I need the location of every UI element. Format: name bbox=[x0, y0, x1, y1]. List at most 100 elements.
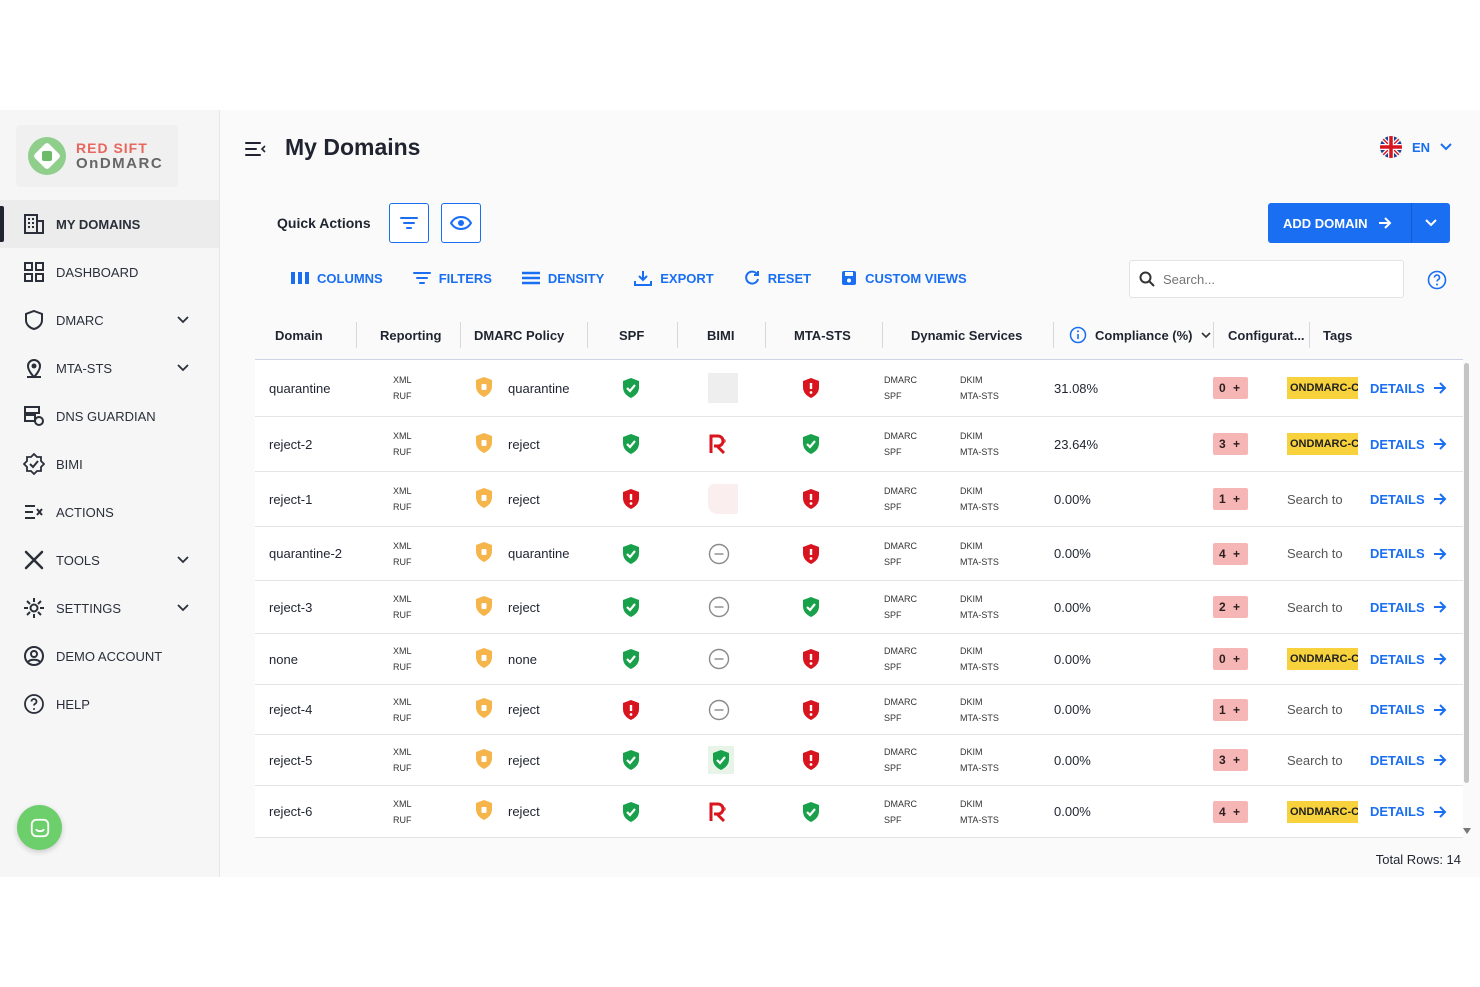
sidebar-item-help[interactable]: HELP bbox=[0, 680, 219, 728]
table-scrollbar[interactable] bbox=[1462, 363, 1471, 838]
configuration-badge[interactable]: 0 + bbox=[1213, 377, 1249, 399]
filters-button[interactable]: FILTERS bbox=[412, 271, 492, 286]
reporting-cell: XML RUF bbox=[393, 417, 412, 471]
tag-search-placeholder[interactable]: Search to bbox=[1287, 702, 1343, 717]
scroll-thumb[interactable] bbox=[1464, 363, 1469, 783]
table-row[interactable]: reject-4 XML RUF reject DMARC SPF DKIM MTA-STS 0… bbox=[255, 685, 1463, 735]
col-header-spf[interactable]: SPF bbox=[619, 327, 645, 343]
configuration-badge[interactable]: 3 + bbox=[1213, 749, 1249, 771]
table-row[interactable]: none XML RUF none DMARC SPF DKIM MTA-STS 0.00% 0 … bbox=[255, 634, 1463, 685]
tag-search-placeholder[interactable]: Search to bbox=[1287, 752, 1343, 768]
spf-status-check-icon bbox=[621, 581, 641, 633]
details-link[interactable]: DETAILS bbox=[1370, 472, 1447, 526]
details-link[interactable]: DETAILS bbox=[1370, 527, 1447, 580]
domain-cell[interactable]: reject-6 bbox=[269, 804, 313, 819]
domain-cell[interactable]: reject-5 bbox=[269, 752, 313, 768]
brand-logo[interactable]: RED SIFT OnDMARC bbox=[16, 125, 178, 187]
chevron-down-icon[interactable] bbox=[177, 360, 189, 375]
col-header-tags[interactable]: Tags bbox=[1323, 327, 1353, 343]
language-selector[interactable]: EN bbox=[1379, 136, 1452, 158]
menu-toggle-button[interactable] bbox=[245, 140, 267, 163]
sidebar-item-bimi[interactable]: BIMI bbox=[0, 440, 219, 488]
table-row[interactable]: reject-1 XML RUF reject DMARC SPF DKIM MTA-STS 0… bbox=[255, 472, 1463, 527]
sidebar-item-actions[interactable]: ACTIONS bbox=[0, 488, 219, 536]
chevron-down-icon[interactable] bbox=[177, 552, 189, 567]
details-link[interactable]: DETAILS bbox=[1370, 786, 1447, 837]
add-domain-dropdown[interactable] bbox=[1412, 219, 1450, 227]
scroll-down-arrow-icon bbox=[1463, 828, 1471, 834]
details-label: DETAILS bbox=[1370, 702, 1425, 717]
sidebar-item-dns-guardian[interactable]: DNS GUARDIAN bbox=[0, 392, 219, 440]
domain-cell[interactable]: reject-2 bbox=[269, 436, 313, 452]
search-input[interactable] bbox=[1163, 271, 1383, 287]
spf-status-check-icon bbox=[621, 786, 641, 837]
domain-cell[interactable]: reject-1 bbox=[269, 491, 313, 507]
domain-cell[interactable]: reject-3 bbox=[269, 599, 313, 615]
sidebar-item-my-domains[interactable]: MY DOMAINS bbox=[0, 200, 219, 248]
configuration-badge[interactable]: 3 + bbox=[1213, 433, 1249, 455]
table-row[interactable]: quarantine-2 XML RUF quarantine DMARC SPF DKIM… bbox=[255, 527, 1463, 581]
tag-badge[interactable]: ONDMARC-C bbox=[1287, 377, 1358, 399]
details-link[interactable]: DETAILS bbox=[1370, 735, 1447, 785]
tag-search-placeholder[interactable]: Search to bbox=[1287, 491, 1343, 507]
chevron-down-icon[interactable] bbox=[177, 600, 189, 615]
help-button[interactable] bbox=[1427, 270, 1447, 295]
details-link[interactable]: DETAILS bbox=[1370, 581, 1447, 633]
details-link[interactable]: DETAILS bbox=[1370, 360, 1447, 416]
domain-cell[interactable]: none bbox=[269, 651, 298, 667]
table-row[interactable]: reject-5 XML RUF reject DMARC SPF DKIM MTA-STS 0… bbox=[255, 735, 1463, 786]
sidebar-item-dashboard[interactable]: DASHBOARD bbox=[0, 248, 219, 296]
configuration-badge[interactable]: 4 + bbox=[1213, 800, 1249, 823]
col-header-mta-sts[interactable]: MTA-STS bbox=[794, 327, 851, 343]
quick-filter-button[interactable] bbox=[389, 203, 429, 243]
add-domain-button[interactable]: ADD DOMAIN bbox=[1268, 203, 1450, 243]
col-header-configuration[interactable]: Configurat... bbox=[1228, 327, 1305, 343]
details-link[interactable]: DETAILS bbox=[1370, 685, 1447, 734]
export-button[interactable]: EXPORT bbox=[634, 270, 714, 286]
details-link[interactable]: DETAILS bbox=[1370, 417, 1447, 471]
dynamic-mta-sts: MTA-STS bbox=[960, 814, 999, 825]
col-header-dynamic-services[interactable]: Dynamic Services bbox=[911, 327, 1023, 343]
col-header-dmarc-policy[interactable]: DMARC Policy bbox=[474, 327, 565, 343]
columns-button[interactable]: COLUMNS bbox=[291, 271, 383, 286]
sidebar-item-settings[interactable]: SETTINGS bbox=[0, 584, 219, 632]
tag-badge[interactable]: ONDMARC-C bbox=[1287, 800, 1358, 823]
col-header-domain[interactable]: Domain bbox=[275, 327, 323, 343]
custom-views-button[interactable]: CUSTOM VIEWS bbox=[841, 270, 967, 286]
col-header-reporting[interactable]: Reporting bbox=[380, 327, 442, 343]
table-row[interactable]: quarantine XML RUF quarantine DMARC SPF DKIM MT… bbox=[255, 360, 1463, 417]
tag-badge[interactable]: ONDMARC-C bbox=[1287, 648, 1358, 670]
quick-view-button[interactable] bbox=[441, 203, 481, 243]
density-button[interactable]: DENSITY bbox=[521, 270, 605, 286]
table-row[interactable]: reject-3 XML RUF reject DMARC SPF DKIM MTA-STS 0… bbox=[255, 581, 1463, 634]
sidebar-item-mta-sts[interactable]: MTA-STS bbox=[0, 344, 219, 392]
col-header-bimi[interactable]: BIMI bbox=[707, 327, 735, 343]
domain-cell[interactable]: reject-4 bbox=[269, 702, 313, 717]
sidebar-item-dmarc[interactable]: DMARC bbox=[0, 296, 219, 344]
sidebar-item-demo-account[interactable]: DEMO ACCOUNT bbox=[0, 632, 219, 680]
actions-list-icon bbox=[22, 500, 46, 524]
configuration-badge[interactable]: 0 + bbox=[1213, 648, 1249, 670]
table-row[interactable]: reject-6 XML RUF reject DMARC SPF DKIM MTA-STS 0… bbox=[255, 786, 1463, 838]
export-label: EXPORT bbox=[660, 270, 714, 286]
table-row[interactable]: reject-2 XML RUF reject DMARC SPF DKIM MTA-STS 2… bbox=[255, 417, 1463, 472]
tag-search-placeholder[interactable]: Search to bbox=[1287, 546, 1343, 561]
chevron-down-icon bbox=[1200, 331, 1211, 338]
configuration-badge[interactable]: 1 + bbox=[1213, 488, 1249, 510]
configuration-badge[interactable]: 4 + bbox=[1213, 542, 1249, 565]
sidebar-item-tools[interactable]: TOOLS bbox=[0, 536, 219, 584]
tag-badge[interactable]: ONDMARC-C bbox=[1287, 433, 1358, 455]
dynamic-dmarc: DMARC bbox=[884, 486, 917, 496]
domain-cell[interactable]: quarantine-2 bbox=[269, 546, 342, 561]
tag-search-placeholder[interactable]: Search to bbox=[1287, 599, 1343, 615]
density-label: DENSITY bbox=[547, 270, 605, 286]
domain-cell[interactable]: quarantine bbox=[269, 380, 331, 396]
chat-launcher-button[interactable] bbox=[17, 805, 62, 850]
reset-button[interactable]: RESET bbox=[744, 270, 811, 286]
details-link[interactable]: DETAILS bbox=[1370, 634, 1447, 684]
sidebar-item-label: BIMI bbox=[56, 456, 83, 472]
col-header-compliance[interactable]: Compliance (%) bbox=[1069, 310, 1211, 360]
configuration-badge[interactable]: 2 + bbox=[1213, 596, 1249, 618]
configuration-badge[interactable]: 1 + bbox=[1213, 698, 1249, 721]
chevron-down-icon[interactable] bbox=[177, 312, 189, 327]
